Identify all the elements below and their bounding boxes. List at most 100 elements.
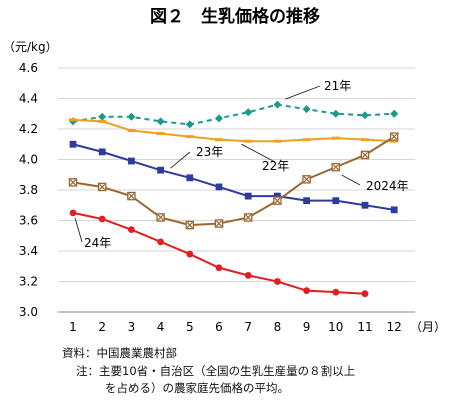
data-point (303, 287, 310, 295)
data-point (389, 132, 399, 141)
data-point (273, 196, 282, 205)
series-labels: 21年 22年 23年 2024年 24年 (74, 79, 409, 250)
footnote-line-2: を占める）の農家庭先価格の平均。 (105, 381, 289, 395)
data-point (185, 120, 194, 129)
data-point (390, 206, 398, 214)
data-point (185, 220, 195, 230)
data-point (273, 100, 282, 109)
data-point (274, 192, 281, 200)
y-tick-label: 3.0 (19, 305, 38, 319)
data-point (214, 219, 224, 228)
leader-line (170, 151, 191, 169)
data-point (69, 209, 77, 217)
data-point (331, 109, 340, 118)
data-point (360, 150, 370, 160)
leader-line (74, 217, 83, 243)
data-point-cross (69, 179, 77, 186)
data-point-cross (157, 214, 164, 221)
data-point (68, 178, 78, 187)
data-point (332, 197, 340, 205)
data-point (244, 108, 253, 117)
data-point (157, 238, 165, 246)
chart-title: 図２ 生乳価格の推移 (150, 6, 320, 27)
data-point (244, 272, 252, 279)
gridlines (58, 67, 415, 313)
series-line (72, 143, 395, 211)
data-point (274, 278, 281, 285)
series-label: 23年 (196, 145, 223, 159)
x-tick-label: 5 (186, 320, 194, 334)
data-point (331, 162, 341, 172)
series-line (72, 135, 395, 227)
data-point (244, 192, 252, 200)
data-point (69, 140, 77, 148)
x-tick-label: 10 (328, 320, 343, 334)
x-tick-label: 2 (98, 320, 106, 334)
data-point-cross (303, 176, 310, 183)
data-point (127, 226, 135, 234)
data-point-cross (274, 197, 281, 204)
y-tick-label: 3.2 (19, 275, 38, 289)
data-point-cross (391, 133, 398, 140)
data-point (361, 201, 369, 209)
series-line (72, 103, 395, 126)
data-point (186, 174, 194, 182)
data-point (98, 148, 106, 156)
y-axis-ticks: 3.0 3.2 3.4 3.6 3.8 4.0 4.2 4.4 4.6 (19, 61, 38, 319)
series-label: 2024年 (366, 179, 409, 193)
data-point (98, 112, 107, 121)
leader-line (341, 174, 361, 186)
data-point (361, 290, 369, 298)
data-point (215, 264, 223, 272)
data-point (97, 182, 107, 192)
data-point (243, 213, 253, 222)
source-note: 資料：中国農業農村部 (62, 346, 177, 360)
footnote-line-1: 注：主要10省・自治区（全国の生乳生産量の８割以上 (76, 364, 356, 378)
y-tick-label: 4.6 (19, 61, 38, 75)
data-point (186, 250, 194, 258)
data-point (98, 215, 106, 223)
x-tick-label: 3 (128, 320, 136, 334)
data-point (127, 191, 136, 201)
data-point (302, 175, 311, 184)
data-point (128, 157, 135, 165)
x-tick-label: 8 (274, 320, 282, 334)
data-point-cross (361, 151, 369, 158)
x-tick-label: 9 (303, 320, 311, 334)
y-tick-label: 4.0 (19, 153, 38, 167)
data-point (156, 117, 165, 126)
x-axis-ticks: 1 2 3 4 5 6 7 8 9 10 11 12 (69, 320, 402, 334)
data-point (390, 109, 399, 118)
x-tick-label: 11 (357, 320, 372, 334)
x-axis-unit: （月） (410, 320, 446, 334)
x-tick-label: 1 (69, 320, 77, 334)
x-tick-label: 7 (244, 320, 252, 334)
data-point-cross (245, 214, 252, 221)
data-point (332, 288, 340, 296)
y-tick-label: 4.2 (19, 122, 38, 136)
data-point (127, 112, 136, 121)
series-label: 22年 (262, 159, 289, 173)
data-point-cross (186, 222, 193, 229)
y-tick-label: 3.8 (19, 183, 38, 197)
leader-line (285, 85, 321, 100)
series-label: 21年 (324, 79, 351, 93)
data-point (215, 183, 223, 191)
series-layer (68, 100, 399, 298)
data-point-cross (332, 164, 339, 171)
y-axis-label: （元/kg） (3, 40, 58, 54)
data-point (361, 111, 369, 120)
y-tick-label: 3.4 (19, 244, 38, 258)
data-point (157, 166, 164, 174)
series-line (72, 118, 395, 143)
x-tick-label: 12 (387, 320, 402, 334)
data-point-cross (99, 183, 106, 190)
data-point (303, 197, 310, 205)
x-tick-label: 6 (215, 320, 223, 334)
data-point (302, 105, 311, 114)
data-point (156, 213, 165, 222)
data-point (215, 114, 223, 123)
y-tick-label: 3.6 (19, 214, 38, 228)
series-label: 24年 (84, 236, 111, 250)
